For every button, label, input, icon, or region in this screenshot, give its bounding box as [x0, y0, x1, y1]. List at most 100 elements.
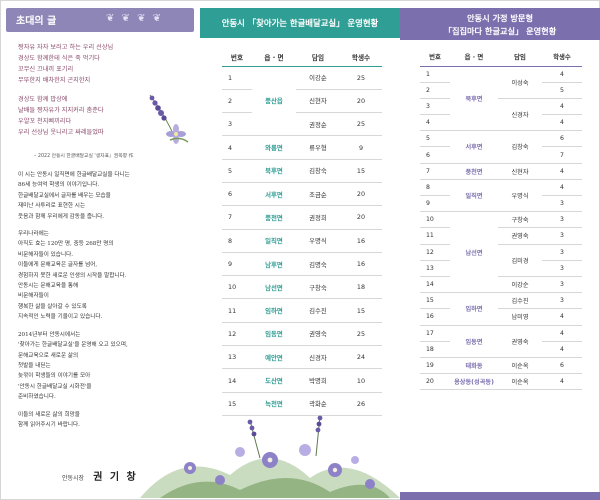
row-region: 임동면: [450, 325, 498, 358]
row-region: 북후면: [450, 66, 498, 132]
home-visit-section: 안동시 가정 방문형 「집집마다 한글교실」 운영현황 번호 읍 · 면 담임 …: [400, 0, 600, 500]
table-row: 15 녹전면 곽화순 26: [222, 392, 382, 416]
letter-line: 우리나라에는: [18, 231, 49, 238]
row-number: 1: [222, 66, 252, 90]
row-students: 5: [542, 82, 582, 99]
home-visit-title-line1: 안동시 가정 방문형: [467, 13, 533, 23]
outreach-table: 번호 읍 · 면 담임 학생수 1 풍산읍 이강순 25 2 신현자 20 3 권정순 25 4 와룡…: [222, 48, 382, 416]
row-students: 15: [340, 298, 382, 323]
row-number: 14: [222, 368, 252, 393]
row-number: 3: [222, 112, 252, 137]
row-number: 4: [420, 114, 450, 132]
col-students: 학생수: [542, 48, 582, 67]
row-students: 4: [542, 179, 582, 197]
col-region: 읍 · 면: [252, 48, 296, 67]
letter-line: 안동시는 문해교육을 통해: [18, 283, 79, 290]
poem-line: 날배들 짱자유가 지지커리 춤춘다: [18, 107, 104, 114]
row-number: 2: [222, 89, 252, 114]
row-teacher: 김명숙: [296, 252, 340, 277]
row-region: 북후면: [252, 159, 296, 183]
row-students: 18: [340, 275, 382, 300]
row-teacher: 이순옥: [498, 357, 542, 375]
row-students: 4: [542, 114, 582, 132]
table-row: 9 남후면 김명숙 16: [222, 252, 382, 277]
row-teacher: 남미영: [498, 308, 542, 326]
table-row: 3 신경자 4: [420, 98, 582, 132]
table-row: 14 도산면 박명희 10: [222, 368, 382, 393]
table-row: 14 이강순 3: [420, 276, 582, 294]
poem-line: 꼬무신 끄내끼 포기리: [18, 66, 74, 73]
table-row: 19 태화동 이순옥 6: [420, 357, 582, 375]
row-region: 용상동(성곡동): [450, 373, 498, 391]
row-students: 20: [340, 182, 382, 207]
poem-stanza-1: 짱자유 자자 보러고 하는 우리 선상님 경상도 함께한테 식은 죽 먹기다 꼬무신…: [18, 42, 148, 86]
row-students: 3: [542, 227, 582, 245]
row-number: 18: [420, 341, 450, 358]
row-students: 20: [340, 205, 382, 230]
row-region: 일직면: [450, 179, 498, 213]
row-number: 11: [420, 227, 450, 245]
table-row: 6 서후면 조금순 20: [222, 182, 382, 207]
row-teacher: 구창숙: [296, 275, 340, 300]
table-row: 17 임동면 권영숙 4: [420, 325, 582, 358]
home-visit-title-line2: 「집집마다 한글교실」 운영현황: [443, 26, 557, 36]
row-students: 20: [340, 89, 382, 114]
table-row: 11 권영숙 3: [420, 227, 582, 245]
letter-line: 비문해자들이 있습니다.: [18, 251, 74, 258]
row-teacher: 이순옥: [498, 373, 542, 391]
row-number: 12: [420, 244, 450, 261]
row-number: 12: [222, 322, 252, 347]
row-region: 일직면: [252, 229, 296, 253]
bottom-flower-decoration: [140, 415, 400, 498]
row-students: 25: [340, 322, 382, 347]
row-students: 4: [542, 163, 582, 180]
letter-line: 첫발을 내딛는: [18, 362, 51, 369]
row-students: 3: [542, 244, 582, 261]
poem-line: 무뚜한지 배차한지 곤지한지: [18, 77, 91, 84]
letter-line: 한글배달교실에서 글자를 배우는 모습을: [18, 192, 111, 199]
row-teacher: 김창숙: [296, 159, 340, 183]
row-number: 15: [420, 292, 450, 310]
row-region: 와룡면: [252, 135, 296, 160]
poem-credit: – 2022 안동시 한글배달교실 '생자표』권옥향 作: [34, 154, 134, 159]
row-teacher: 곽화순: [296, 392, 340, 416]
col-teacher: 담임: [498, 48, 542, 67]
table-row: 2 신현자 20: [222, 89, 382, 114]
table-row: 4 와룡면 류우형 9: [222, 135, 382, 160]
row-number: 3: [420, 98, 450, 116]
outreach-header: 안동시 「찾아가는 한글배달교실」 운영현황: [200, 8, 400, 38]
letter-line: 웃음과 함께 우리에게 감동을 줍니다.: [18, 213, 105, 220]
row-number: 16: [420, 308, 450, 326]
table-row: 10 남선면 구창숙 3: [420, 211, 582, 294]
signature-name: 권 기 창: [93, 472, 138, 483]
row-number: 13: [222, 345, 252, 370]
poem-line: 경상도 함께 밥상에: [18, 96, 68, 103]
lavender-flower-illustration: [149, 94, 189, 144]
outreach-class-section: 안동시 「찾아가는 한글배달교실」 운영현황 번호 읍 · 면 담임 학생수 1…: [200, 0, 400, 500]
row-number: 9: [222, 252, 252, 277]
row-number: 9: [420, 195, 450, 213]
letter-line: 함께 읽어주시기 바랍니다.: [18, 421, 80, 428]
row-teacher: 이성숙: [498, 66, 542, 99]
row-number: 8: [222, 229, 252, 253]
row-teacher: 권정순: [296, 112, 340, 137]
table-row: 11 임하면 김수진 15: [222, 298, 382, 323]
col-number: 번호: [222, 48, 252, 67]
col-teacher: 담임: [296, 48, 340, 67]
row-students: 7: [542, 146, 582, 164]
row-region: 예안면: [252, 345, 296, 370]
row-teacher: 권영숙: [498, 227, 542, 245]
row-teacher: 이강순: [498, 276, 542, 294]
row-students: 6: [542, 130, 582, 148]
header-ornament: ❦ ❦ ❦ ❦: [106, 13, 164, 24]
signature-role: 안동시장: [62, 475, 85, 482]
row-teacher: 신현자: [296, 89, 340, 114]
table-row: 5 북후면 김창숙 15: [222, 159, 382, 183]
table-header-row: 번호 읍 · 면 담임 학생수: [222, 48, 382, 67]
table-row: 13 예안면 신경자 24: [222, 345, 382, 370]
row-students: 3: [542, 211, 582, 229]
row-teacher: 김미경: [498, 244, 542, 277]
poem-stanza-2: 경상도 함께 밥상에 날배들 짱자유가 지지커리 춤춘다 우얄꼬 천지삐끼리다 우리 …: [18, 94, 148, 138]
row-region: 임하면: [450, 292, 498, 326]
